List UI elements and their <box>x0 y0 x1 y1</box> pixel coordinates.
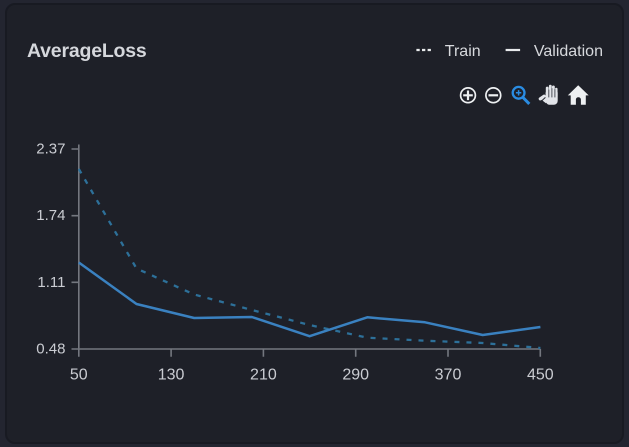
svg-text:450: 450 <box>527 367 554 384</box>
svg-text:370: 370 <box>435 367 462 384</box>
svg-text:Train: Train <box>445 43 481 60</box>
svg-text:Validation: Validation <box>534 43 603 60</box>
svg-text:2.37: 2.37 <box>36 141 65 158</box>
svg-text:130: 130 <box>158 367 185 384</box>
svg-text:AverageLoss: AverageLoss <box>27 40 147 62</box>
svg-text:290: 290 <box>342 367 369 384</box>
svg-text:1.74: 1.74 <box>36 207 65 224</box>
svg-text:1.11: 1.11 <box>37 274 65 291</box>
svg-text:50: 50 <box>70 367 88 384</box>
svg-text:210: 210 <box>250 367 277 384</box>
svg-text:0.48: 0.48 <box>36 341 65 358</box>
